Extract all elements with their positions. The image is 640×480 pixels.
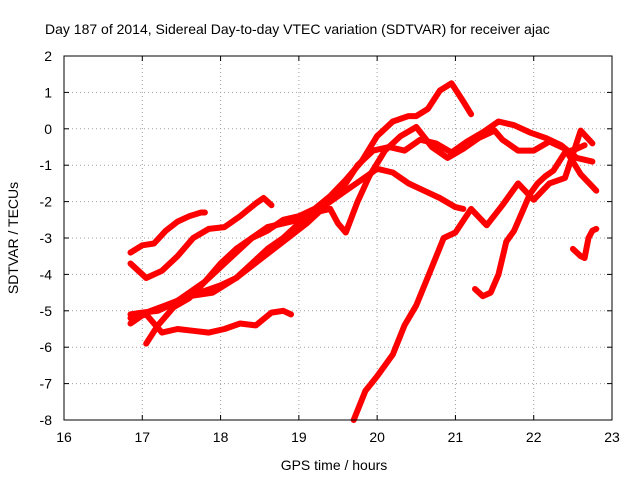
y-axis-label: SDTVAR / TECUs: [5, 182, 21, 294]
x-tick-label: 17: [134, 429, 150, 445]
y-tick-label: 2: [44, 48, 52, 64]
y-tick-label: 0: [44, 121, 52, 137]
x-tick-label: 18: [213, 429, 229, 445]
y-tick-label: 1: [44, 84, 52, 100]
series-line-s8: [350, 127, 596, 423]
x-tick-label: 23: [604, 429, 620, 445]
y-tick-label: -2: [40, 194, 53, 210]
series-line-s3: [127, 307, 294, 336]
series-line-s5: [143, 165, 467, 347]
y-tick-label: -4: [40, 266, 53, 282]
series-line-s7: [170, 124, 600, 311]
y-tick-label: -6: [40, 339, 53, 355]
series-line-s10: [569, 225, 600, 261]
x-tick-label: 20: [369, 429, 385, 445]
x-tick-label: 16: [56, 429, 72, 445]
series-line-s6: [127, 118, 596, 327]
series-line-s4: [127, 80, 475, 318]
series-line-s9: [472, 142, 588, 300]
grid-lines: [64, 56, 612, 420]
y-tick-label: -8: [40, 412, 53, 428]
y-tick-label: -3: [40, 230, 53, 246]
y-tick-label: -7: [40, 376, 53, 392]
y-tick-label: -5: [40, 303, 53, 319]
y-tick-label: -1: [40, 157, 53, 173]
axis-ticks: 16 17 18 19 20 21 22 23 -8 -7 -6 -5 -4 -3 -2 -1 0 1 2: [40, 48, 620, 445]
series-line-s2: [127, 195, 275, 281]
chart-title: Day 187 of 2014, Sidereal Day-to-day VTE…: [45, 21, 550, 37]
x-axis-label: GPS time / hours: [281, 457, 388, 473]
series-line-s1: [127, 209, 208, 256]
x-tick-label: 21: [448, 429, 464, 445]
series-layer: [127, 80, 600, 423]
plot-frame: [63, 55, 613, 421]
x-tick-label: 19: [291, 429, 307, 445]
x-tick-label: 22: [526, 429, 542, 445]
